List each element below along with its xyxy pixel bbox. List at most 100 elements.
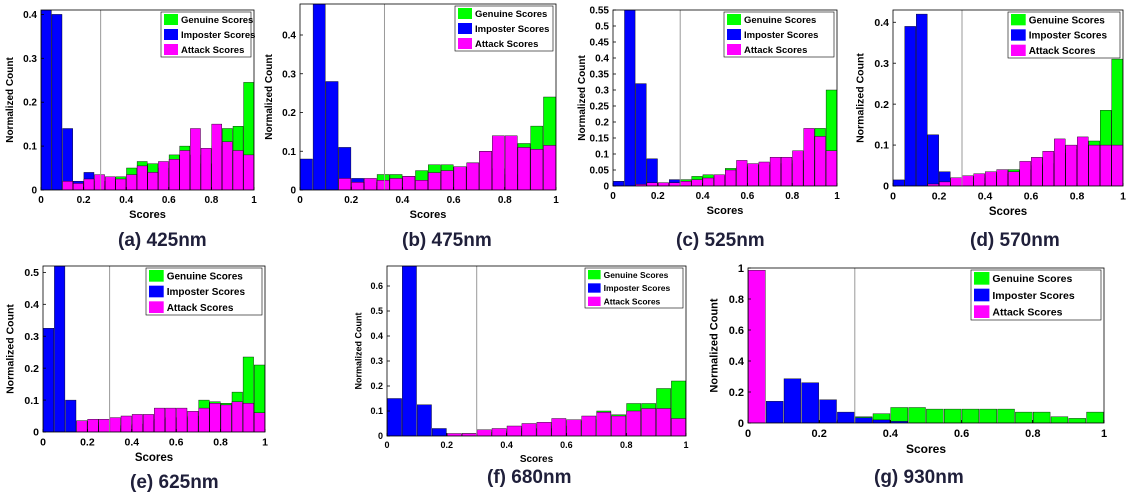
chart-panel-6: 0 0.2 0.4 0.6 0.8 1 0 0.1 0.2 0.3 0.4 0.5 0.6 Scores N…: [354, 265, 689, 465]
x-axis-label: Scores: [906, 442, 946, 456]
attack-bar: [179, 150, 190, 190]
x-axis-label: Scores: [707, 205, 744, 217]
x-tick-label: 0.6: [169, 437, 184, 449]
imposter-bar: [904, 26, 916, 186]
imposter-bar: [43, 328, 54, 432]
y-tick-label: 0.3: [282, 69, 296, 80]
x-tick-label: 1: [251, 195, 257, 206]
attack-bar: [581, 415, 597, 436]
x-tick-label: 0.2: [77, 195, 91, 206]
imposter-legend-label: Imposter Scores: [992, 290, 1074, 302]
genuine-legend-label: Genuine Scores: [744, 15, 816, 26]
attack-bar: [747, 163, 759, 186]
y-tick-label: 0: [738, 418, 744, 430]
genuine-legend-swatch: [588, 270, 601, 280]
y-axis-label: Normalized Count: [264, 54, 275, 140]
imposter-bar: [325, 81, 339, 190]
x-tick-label: 0: [297, 195, 303, 206]
genuine-legend-swatch: [164, 14, 178, 25]
y-axis-label: Normalized Count: [354, 312, 364, 389]
imposter-bar: [916, 13, 928, 186]
y-tick-label: 0.4: [24, 299, 39, 311]
legend: Genuine Scores Imposter Scores Attack Scor…: [1007, 11, 1121, 59]
attack-bar: [211, 123, 222, 190]
attack-bar: [147, 172, 159, 190]
y-tick-label: 0.3: [874, 58, 889, 70]
attack-legend-label: Attack Scores: [181, 45, 244, 56]
x-tick-label: 0.6: [740, 191, 754, 202]
caption-c: (c) 525nm: [676, 230, 765, 251]
x-tick-label: 0: [610, 191, 616, 202]
y-tick-label: 0.1: [370, 406, 383, 416]
imposter-legend-label: Imposter Scores: [604, 283, 671, 293]
imposter-bar: [837, 411, 855, 423]
x-tick-label: 0.2: [651, 191, 665, 202]
attack-bar: [104, 176, 116, 190]
imposter-legend-swatch: [1011, 29, 1026, 41]
imposter-legend-label: Imposter Scores: [167, 287, 246, 298]
y-tick-label: 1: [738, 263, 744, 275]
attack-bar: [1019, 161, 1031, 186]
attack-bar: [253, 412, 265, 432]
attack-bar: [996, 169, 1008, 186]
y-tick-label: 0.5: [595, 22, 609, 33]
y-tick-label: 0.4: [370, 331, 383, 341]
imposter-bar: [646, 158, 658, 186]
attack-bar: [440, 170, 454, 190]
attack-legend-label: Attack Scores: [475, 39, 538, 50]
x-tick-label: 0.2: [932, 191, 947, 203]
attack-bar: [736, 160, 748, 186]
attack-bar: [62, 180, 73, 190]
attack-bar: [479, 151, 492, 190]
x-tick-label: 0.2: [344, 195, 358, 206]
imposter-bar: [872, 419, 891, 423]
imposter-legend-label: Imposter Scores: [744, 30, 818, 41]
x-tick-label: 0.8: [1070, 191, 1085, 203]
genuine-bar: [908, 407, 926, 423]
attack-bar: [536, 422, 552, 436]
x-tick-label: 0: [745, 428, 751, 440]
x-tick-label: 0.8: [213, 437, 228, 449]
attack-bar: [351, 182, 364, 190]
imposter-legend-swatch: [727, 29, 741, 40]
y-tick-label: 0.6: [729, 325, 744, 337]
legend: Genuine Scores Imposter Scores Attack Scor…: [454, 5, 554, 52]
y-tick-label: 0.4: [729, 356, 745, 368]
attack-bar: [781, 156, 793, 186]
axes-frame: [892, 9, 1124, 187]
imposter-bar: [432, 428, 447, 436]
genuine-legend-label: Genuine Scores: [167, 272, 244, 283]
y-tick-label: 0.8: [729, 294, 744, 306]
x-axis-label: Scores: [989, 206, 1027, 218]
axes-frame: [747, 267, 1105, 424]
x-tick-label: 1: [1120, 191, 1126, 203]
attack-legend-label: Attack Scores: [167, 303, 234, 314]
imposter-bar: [41, 10, 52, 190]
attack-bar: [1031, 157, 1043, 186]
chart-panel-4: 0 0.2 0.4 0.6 0.8 1 0 0.1 0.2 0.3 0.4 Scores Normali…: [855, 9, 1126, 218]
bars: [613, 10, 837, 186]
attack-bar: [1077, 136, 1089, 186]
x-tick-label: 0.8: [785, 191, 799, 202]
imposter-bar: [417, 404, 432, 436]
y-axis-label: Normalized Count: [5, 304, 17, 394]
attack-bar: [190, 128, 201, 190]
attack-bar: [231, 401, 243, 432]
y-tick-label: 0.2: [24, 363, 39, 375]
attack-bar: [364, 178, 377, 190]
attack-bar: [517, 147, 531, 190]
genuine-bar: [242, 356, 254, 432]
attack-bar: [242, 403, 254, 432]
attack-bar: [447, 433, 462, 436]
y-axis-label: Normalized Count: [5, 57, 16, 143]
attack-bar: [126, 174, 137, 190]
attack-bar: [1042, 150, 1054, 186]
bars: [43, 266, 265, 432]
y-tick-label: 0: [378, 431, 383, 441]
y-tick-label: 0.2: [729, 387, 744, 399]
x-tick-label: 0.6: [162, 195, 176, 206]
chart-panel-7: 0 0.2 0.4 0.6 0.8 1 0 0.2 0.4 0.6 0.8 1 Scores Normal…: [708, 263, 1107, 456]
attack-bar: [657, 182, 669, 186]
x-tick-label: 0: [38, 195, 44, 206]
y-tick-label: 0.4: [874, 17, 889, 29]
